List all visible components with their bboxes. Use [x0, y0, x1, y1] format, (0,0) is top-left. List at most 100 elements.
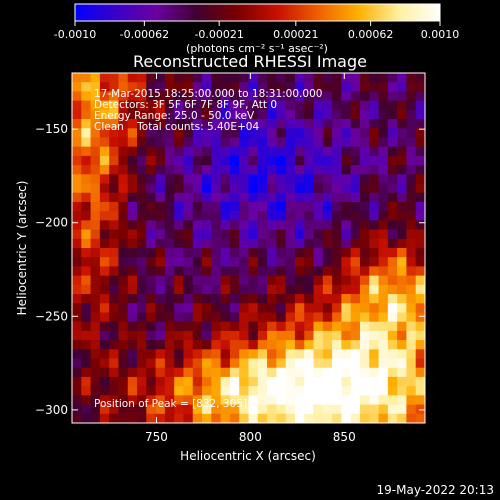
heatmap-cell: [239, 137, 250, 148]
heatmap-cell: [99, 146, 110, 157]
heatmap-cell: [81, 82, 92, 93]
heatmap-cell: [229, 303, 240, 314]
heatmap-cell: [192, 119, 203, 129]
heatmap-cell: [304, 100, 315, 111]
heatmap-cell: [294, 330, 305, 341]
heatmap-cell: [99, 192, 110, 203]
heatmap-cell: [174, 229, 185, 240]
heatmap-cell: [406, 238, 417, 249]
peak-position-label: Position of Peak = [832, 305]: [94, 398, 247, 410]
heatmap-cell: [239, 404, 250, 415]
heatmap-cell: [341, 257, 352, 268]
heatmap-cell: [350, 155, 361, 166]
heatmap-cell: [155, 109, 166, 120]
heatmap-cell: [304, 294, 315, 304]
annotation-time-range: 17-Mar-2015 18:25:00.000 to 18:31:00.000: [94, 88, 322, 100]
heatmap-cell: [90, 340, 101, 350]
heatmap-cell: [304, 358, 315, 369]
heatmap-cell: [267, 82, 277, 93]
heatmap-cell: [174, 376, 185, 387]
heatmap-cell: [202, 275, 212, 286]
heatmap-cell: [313, 155, 324, 166]
heatmap-cell: [192, 330, 203, 341]
heatmap-cell: [81, 91, 92, 102]
heatmap-cell: [294, 312, 305, 323]
heatmap-cell: [313, 174, 324, 185]
heatmap-cell: [220, 73, 231, 83]
heatmap-cell: [81, 294, 92, 304]
heatmap-cell: [397, 248, 408, 258]
heatmap-cell: [341, 284, 352, 295]
heatmap-cell: [406, 358, 417, 369]
heatmap-cell: [118, 128, 129, 139]
heatmap-cell: [397, 137, 408, 148]
heatmap-cell: [229, 146, 240, 157]
heatmap-cell: [118, 248, 129, 258]
heatmap-cell: [350, 91, 361, 102]
heatmap-cell: [397, 349, 408, 360]
heatmap-cell: [137, 248, 147, 258]
heatmap-cell: [276, 201, 287, 212]
heatmap-cell: [99, 183, 110, 194]
heatmap-cell: [183, 146, 194, 157]
heatmap-cell: [99, 367, 110, 378]
heatmap-cell: [415, 165, 425, 175]
heatmap-cell: [313, 248, 324, 258]
heatmap-cell: [220, 275, 231, 286]
heatmap-cell: [127, 413, 138, 423]
heatmap-cell: [137, 404, 147, 415]
heatmap-cell: [99, 155, 110, 166]
heatmap-cell: [248, 413, 259, 423]
heatmap-cell: [99, 73, 110, 83]
heatmap-cell: [378, 404, 389, 415]
heatmap-cell: [415, 376, 425, 387]
heatmap-cell: [387, 146, 398, 157]
heatmap-cell: [127, 229, 138, 240]
heatmap-cell: [90, 201, 101, 212]
heatmap-cell: [313, 100, 324, 111]
heatmap-cell: [350, 303, 361, 314]
heatmap-cell: [387, 229, 398, 240]
heatmap-cell: [369, 413, 380, 423]
heatmap-cell: [322, 376, 333, 387]
heatmap-cell: [146, 82, 157, 93]
heatmap-cell: [99, 321, 110, 332]
heatmap-cell: [387, 155, 398, 166]
heatmap-cell: [406, 294, 417, 304]
heatmap-cell: [387, 82, 398, 93]
heatmap-cell: [146, 376, 157, 387]
heatmap-cell: [267, 201, 277, 212]
heatmap-cell: [267, 340, 277, 350]
heatmap-cell: [248, 321, 259, 332]
heatmap-cell: [127, 340, 138, 350]
heatmap-cell: [72, 109, 82, 120]
heatmap-cell: [211, 257, 222, 268]
heatmap-cell: [248, 284, 259, 295]
heatmap-cell: [127, 91, 138, 102]
heatmap-cell: [183, 137, 194, 148]
heatmap-cell: [294, 73, 305, 83]
heatmap-cell: [378, 312, 389, 323]
heatmap-cell: [127, 284, 138, 295]
heatmap-cell: [341, 229, 352, 240]
heatmap-cell: [257, 330, 268, 341]
heatmap-cell: [211, 165, 222, 175]
heatmap-cell: [378, 165, 389, 175]
heatmap-cell: [248, 349, 259, 360]
heatmap-cell: [332, 211, 342, 221]
heatmap-cell: [276, 119, 287, 129]
heatmap-cell: [81, 220, 92, 231]
heatmap-cell: [313, 183, 324, 194]
heatmap-cell: [155, 73, 166, 83]
heatmap-cell: [397, 275, 408, 286]
heatmap-cell: [350, 128, 361, 139]
heatmap-cell: [137, 367, 147, 378]
heatmap-cell: [109, 192, 120, 203]
heatmap-cell: [146, 137, 157, 148]
heatmap-cell: [276, 192, 287, 203]
heatmap-cell: [359, 137, 370, 148]
heatmap-cell: [90, 82, 101, 93]
heatmap-cell: [81, 358, 92, 369]
heatmap-cell: [220, 367, 231, 378]
heatmap-cell: [220, 386, 231, 396]
